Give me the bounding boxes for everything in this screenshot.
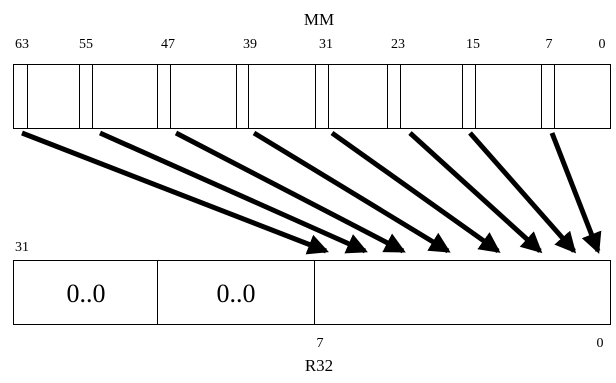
arrow-byte-1 — [468, 131, 577, 254]
r32-bit-label-0: 0 — [597, 336, 604, 351]
r32-register-box — [13, 260, 611, 325]
byte-arrows — [21, 130, 602, 255]
r32-cell-zero-upper: 0..0 — [67, 279, 106, 308]
mm-bit-label-63: 63 — [15, 37, 29, 52]
arrow-byte-0 — [549, 132, 602, 254]
arrow-byte-3 — [330, 130, 501, 254]
mm-bit-label-55: 55 — [79, 37, 93, 52]
mm-bit-label-0: 0 — [599, 37, 606, 52]
arrow-byte-5 — [174, 130, 406, 254]
mm-bit-label-47: 47 — [161, 37, 175, 52]
mm-bit-label-15: 15 — [466, 37, 480, 52]
arrow-byte-4 — [252, 130, 451, 254]
mm-bit-label-31: 31 — [319, 37, 333, 52]
mm-bit-labels: 63 55 47 39 31 23 15 7 0 — [15, 37, 606, 52]
r32-bit-label-31: 31 — [15, 240, 29, 255]
arrow-byte-6 — [98, 130, 368, 254]
mm-register-title: MM — [304, 10, 334, 29]
r32-register-outline — [13, 260, 611, 325]
arrow-byte-2 — [408, 131, 543, 254]
arrow-byte-7 — [21, 130, 329, 255]
mm-register-outline — [13, 64, 611, 129]
mm-bit-label-7: 7 — [546, 37, 553, 52]
mm-bit-label-23: 23 — [391, 37, 405, 52]
r32-register-title: R32 — [305, 356, 333, 375]
mm-register-box — [13, 64, 611, 129]
r32-bit-label-7: 7 — [317, 336, 324, 351]
r32-cell-zero-middle: 0..0 — [217, 279, 256, 308]
mm-bit-label-39: 39 — [243, 37, 257, 52]
